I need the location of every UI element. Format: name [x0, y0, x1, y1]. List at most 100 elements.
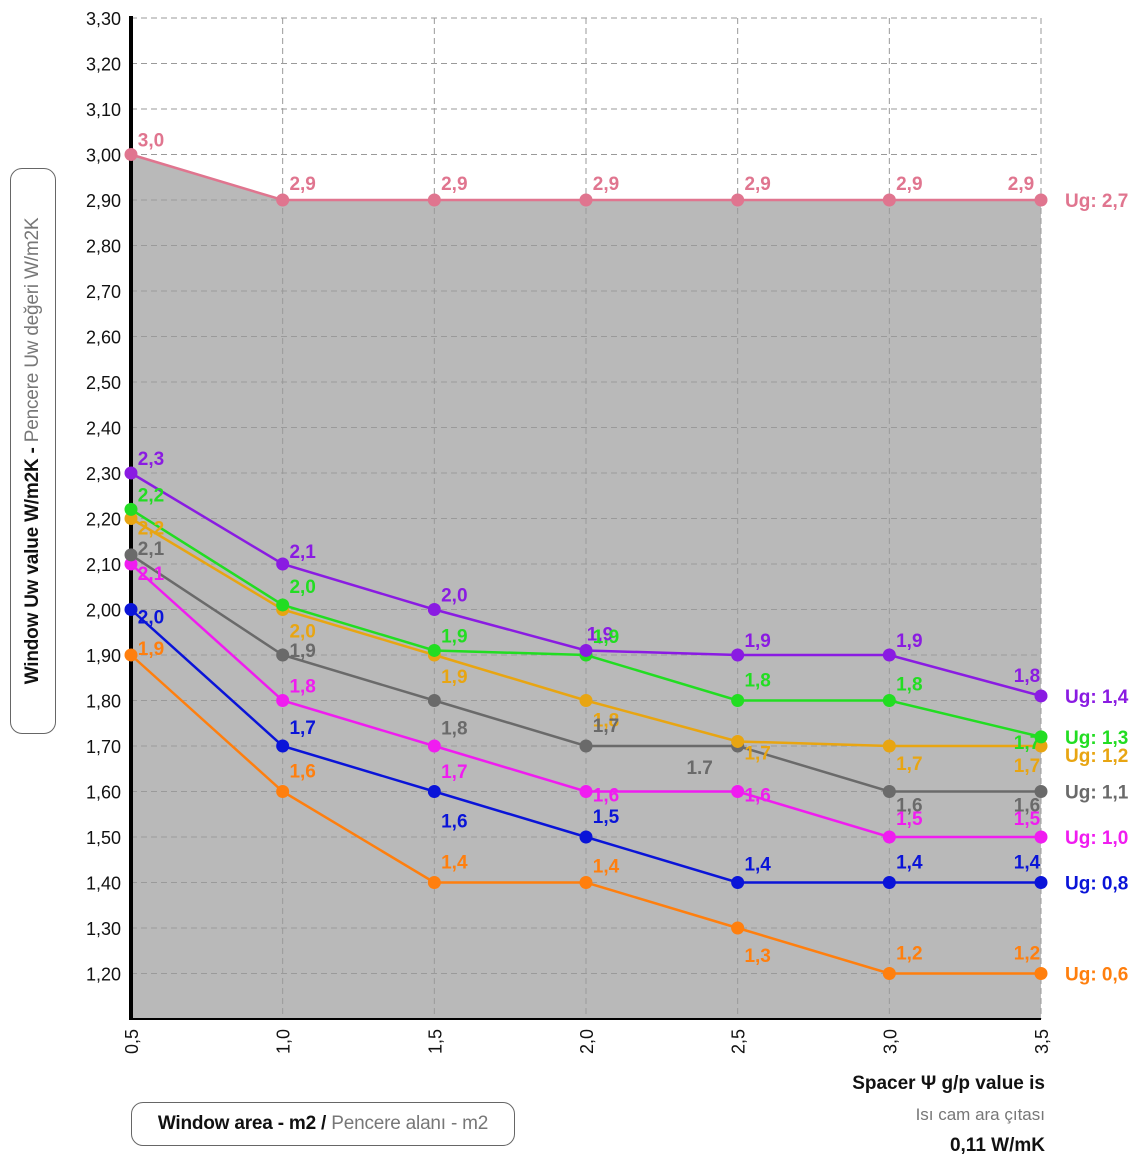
data-label: 1,8	[289, 677, 315, 698]
data-label: 2,0	[138, 608, 164, 629]
data-point	[427, 876, 441, 889]
data-point	[1034, 730, 1048, 744]
series-name-label: Ug: 1,3	[1065, 728, 1128, 749]
series-name-label: Ug: 1,0	[1065, 828, 1128, 849]
data-point	[276, 739, 290, 753]
data-point	[1034, 967, 1048, 980]
data-point	[124, 648, 138, 662]
data-label: 1,4	[593, 857, 620, 878]
y-tick-label: 1,20	[86, 965, 121, 985]
data-label: 2,9	[289, 174, 315, 195]
data-label: 1,3	[744, 946, 770, 967]
data-point	[1034, 193, 1048, 207]
data-label: 2,2	[138, 485, 164, 506]
data-point	[579, 694, 593, 707]
data-label: 1,9	[441, 667, 467, 688]
data-point	[882, 830, 896, 844]
x-axis-label-en: Window area - m2 /	[157, 1113, 327, 1134]
y-axis-label: Window Uw value W/m2K - Pencere Uw değer…	[22, 218, 44, 685]
y-axis-label-box	[10, 168, 56, 734]
data-label: 1,7	[441, 762, 467, 783]
x-axis-label-tr: Pencere alanı - m2	[331, 1113, 489, 1134]
data-label: 1,6	[1014, 796, 1040, 817]
y-tick-label: 3,20	[86, 55, 121, 75]
series-name-label: Ug: 1,1	[1065, 783, 1129, 804]
data-label: 1,6	[289, 762, 315, 783]
data-label: 2,9	[744, 174, 770, 195]
y-tick-label: 1,90	[86, 646, 121, 666]
data-point	[427, 739, 441, 753]
x-tick-label: 2,5	[729, 1029, 749, 1054]
data-label: 2,2	[138, 519, 164, 540]
spacer-note-line1: Spacer Ψ g/p value is	[852, 1073, 1045, 1094]
data-point	[731, 648, 745, 662]
y-tick-label: 3,10	[86, 100, 121, 120]
data-label: 1,9	[587, 624, 613, 645]
data-point	[124, 512, 138, 525]
data-label: 1,7	[289, 718, 315, 739]
series-name-label: Ug: 1,2	[1065, 746, 1128, 767]
data-label: 1,6	[441, 812, 467, 833]
data-point	[1034, 785, 1048, 798]
y-axis-label-en: Window Uw value W/m2K -	[22, 442, 43, 685]
data-label: 1,2	[896, 944, 922, 965]
x-tick-label: 3,0	[880, 1029, 900, 1054]
y-tick-label: 1,50	[86, 828, 121, 848]
data-point	[427, 643, 441, 657]
data-label: 1,8	[441, 719, 467, 740]
data-point	[124, 148, 138, 161]
data-point	[731, 876, 745, 889]
data-label: 2,0	[289, 622, 315, 643]
data-label: 1,8	[1014, 666, 1040, 687]
y-tick-label: 2,80	[86, 237, 121, 257]
data-point	[1034, 739, 1048, 753]
data-label: 1,2	[1014, 944, 1040, 965]
data-point	[579, 739, 593, 753]
data-point	[579, 830, 593, 844]
data-label: 1,6	[593, 786, 619, 807]
data-label: 2,0	[441, 586, 467, 607]
data-label: 2,1	[138, 539, 165, 560]
data-point	[882, 876, 896, 889]
data-point	[1034, 876, 1048, 889]
data-point	[882, 739, 896, 753]
series-name-label: Ug: 1,4	[1065, 687, 1129, 708]
y-tick-label: 3,30	[86, 9, 121, 29]
data-point	[1034, 689, 1048, 703]
data-point	[882, 785, 896, 798]
data-label: 1,6	[744, 786, 770, 807]
y-tick-label: 2,40	[86, 419, 121, 439]
data-point	[276, 598, 290, 612]
data-label: 1,9	[593, 627, 619, 648]
y-tick-label: 2,10	[86, 555, 121, 575]
data-label: 1,8	[744, 671, 770, 692]
data-point	[579, 785, 593, 798]
data-point	[882, 967, 896, 980]
data-label: 1,9	[138, 639, 164, 660]
spacer-note-line2: Isı cam ara çıtası	[915, 1105, 1045, 1124]
data-label: 1,8	[896, 675, 922, 696]
data-label: 1,7	[896, 754, 922, 775]
data-label: 1,7	[1014, 733, 1040, 754]
data-label: 1,4	[744, 855, 771, 876]
data-point	[276, 694, 290, 707]
y-tick-label: 1,30	[86, 919, 121, 939]
data-label: 1,8	[593, 711, 619, 732]
data-point	[427, 694, 441, 707]
data-label: 2,9	[441, 174, 467, 195]
data-point	[124, 548, 138, 562]
y-axis-label-tr: Pencere Uw değeri W/m2K	[22, 217, 43, 443]
x-tick-label: 1,0	[274, 1029, 294, 1054]
series-name-label: Ug: 0,8	[1065, 874, 1128, 895]
data-point	[124, 557, 138, 571]
data-label: 1,5	[593, 807, 620, 828]
spacer-note-line3: 0,11 W/mK	[949, 1135, 1045, 1156]
x-tick-label: 2,0	[577, 1029, 597, 1054]
y-tick-label: 2,70	[86, 282, 121, 302]
y-tick-label: 2,50	[86, 373, 121, 393]
y-tick-label: 1,40	[86, 874, 121, 894]
data-label: 1.7	[686, 758, 712, 779]
data-point	[276, 557, 290, 571]
x-tick-label: 0,5	[122, 1029, 142, 1054]
